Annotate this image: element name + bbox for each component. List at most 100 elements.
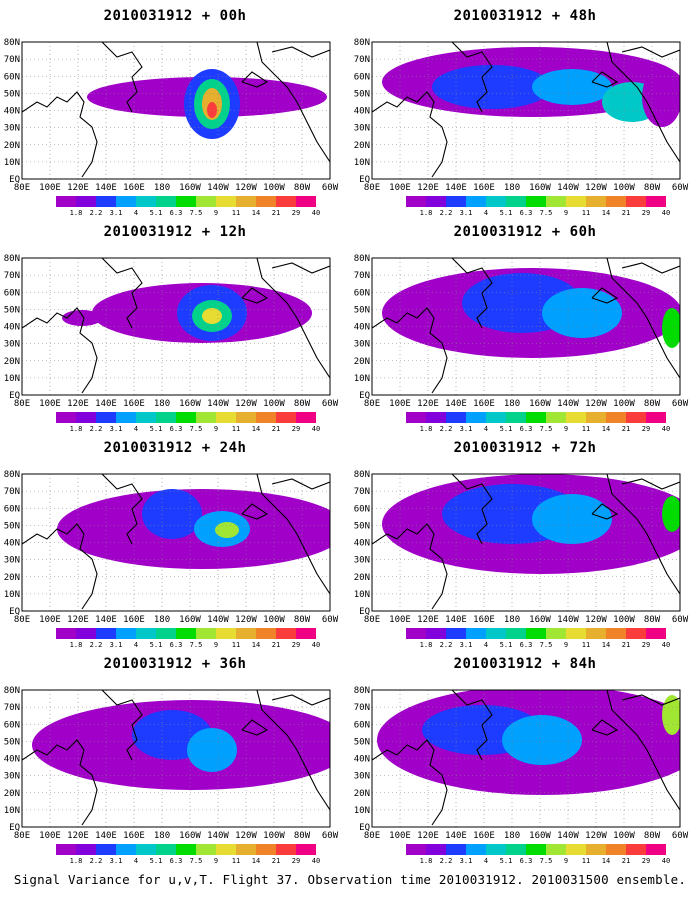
- x-tick-label: 140W: [557, 183, 579, 193]
- x-tick-label: 60W: [672, 615, 689, 625]
- colorbar-swatch: [216, 412, 236, 423]
- colorbar-swatch: [276, 844, 296, 855]
- colorbar-label: 1.8: [419, 209, 433, 217]
- colorbar-swatch: [156, 628, 176, 639]
- variance-contour: [202, 308, 222, 324]
- colorbar-swatch: [236, 844, 256, 855]
- x-tick-label: 160E: [123, 399, 145, 409]
- x-tick-label: 160E: [473, 183, 495, 193]
- x-tick-label: 120E: [67, 831, 89, 841]
- colorbar-label: 40: [311, 857, 321, 865]
- coastline: [606, 42, 680, 163]
- colorbar-label: 5.1: [499, 425, 513, 433]
- x-tick-label: 60W: [322, 183, 339, 193]
- colorbar-swatch: [446, 844, 466, 855]
- colorbar-swatch: [96, 412, 116, 423]
- map-plot: 80E 100E 120E 140E 160E 180 160W 140W 120W 100W 80…: [4, 686, 339, 841]
- y-tick-label: 10N: [4, 158, 20, 168]
- colorbar-label: 6.3: [169, 641, 183, 649]
- colorbar-swatch: [76, 196, 96, 207]
- variance-contour: [662, 496, 680, 532]
- x-tick-label: 160E: [473, 831, 495, 841]
- x-tick-label: 180: [154, 615, 170, 625]
- x-tick-label: 100E: [389, 615, 411, 625]
- map-plot: 80E 100E 120E 140E 160E 180 160W 140W 120W 100W 80…: [4, 470, 339, 625]
- colorbar-swatch: [586, 628, 606, 639]
- coastline: [271, 478, 330, 490]
- y-tick-label: 50N: [4, 89, 20, 99]
- x-tick-label: 80W: [644, 183, 661, 193]
- y-tick-label: 20N: [354, 789, 370, 799]
- x-tick-label: 100E: [389, 831, 411, 841]
- x-tick-label: 120E: [67, 399, 89, 409]
- colorbar-swatch: [626, 628, 646, 639]
- y-tick-label: 10N: [354, 590, 370, 600]
- colorbar-swatch: [96, 196, 116, 207]
- coastline: [22, 91, 98, 178]
- colorbar-label: 7.5: [539, 641, 553, 649]
- y-tick-label: 20N: [354, 141, 370, 151]
- colorbar-swatch: [586, 844, 606, 855]
- y-tick-label: 50N: [354, 521, 370, 531]
- colorbar-label: 40: [661, 641, 671, 649]
- colorbar-swatch: [216, 628, 236, 639]
- colorbar-swatch: [606, 196, 626, 207]
- coastline: [591, 71, 619, 88]
- x-tick-label: 120W: [585, 831, 607, 841]
- colorbar-swatch: [136, 844, 156, 855]
- colorbar-swatch: [446, 628, 466, 639]
- coastline: [372, 739, 448, 826]
- y-tick-label: 60N: [354, 288, 370, 298]
- x-tick-label: 120W: [235, 615, 257, 625]
- colorbar-swatch: [526, 628, 546, 639]
- map-frame: [371, 473, 681, 612]
- y-tick-label: EQ: [9, 175, 20, 185]
- colorbar-swatch: [646, 628, 666, 639]
- y-tick-label: 70N: [4, 271, 20, 281]
- x-tick-label: 120W: [235, 399, 257, 409]
- y-tick-label: 20N: [4, 357, 20, 367]
- colorbar-label: 21: [271, 425, 281, 433]
- colorbar-label: 2.2: [439, 425, 453, 433]
- y-tick-label: 40N: [354, 539, 370, 549]
- colorbar-label: 11: [231, 857, 241, 865]
- coastline: [256, 258, 330, 379]
- colorbar-label: 9: [563, 209, 569, 217]
- colorbar-swatch: [506, 628, 526, 639]
- colorbar-label: 1.8: [69, 641, 83, 649]
- y-tick-label: 40N: [4, 755, 20, 765]
- colorbar-swatch: [76, 412, 96, 423]
- x-tick-label: 160E: [123, 183, 145, 193]
- colorbar-swatch: [406, 844, 426, 855]
- colorbar-label: 2.2: [89, 641, 103, 649]
- colorbar: [406, 196, 666, 207]
- coastline: [101, 690, 143, 761]
- colorbar-label: 40: [661, 425, 671, 433]
- colorbar-label: 2.2: [89, 425, 103, 433]
- y-tick-label: EQ: [359, 823, 370, 833]
- x-tick-label: 100W: [263, 615, 285, 625]
- colorbar-label: 40: [311, 425, 321, 433]
- colorbar-label: 29: [641, 857, 651, 865]
- x-tick-label: 100E: [389, 399, 411, 409]
- coastline: [101, 258, 143, 329]
- colorbar-swatch: [626, 196, 646, 207]
- panel-title: 2010031912 + 00h: [103, 8, 247, 24]
- coastline: [22, 523, 98, 610]
- colorbar-label: 40: [311, 641, 321, 649]
- x-tick-label: 120W: [585, 615, 607, 625]
- colorbar-label: 21: [271, 209, 281, 217]
- colorbar-swatch: [156, 196, 176, 207]
- y-tick-label: 50N: [4, 521, 20, 531]
- colorbar-label: 3.1: [109, 857, 123, 865]
- map-frame: [21, 473, 331, 612]
- colorbar-label: 3.1: [459, 857, 473, 865]
- colorbar-label: 4: [133, 425, 139, 433]
- y-tick-label: 10N: [4, 590, 20, 600]
- colorbar-label: 6.3: [169, 425, 183, 433]
- colorbar-label: 11: [581, 641, 591, 649]
- x-tick-label: 100E: [39, 615, 61, 625]
- colorbar-label: 6.3: [169, 857, 183, 865]
- colorbar: [56, 412, 316, 423]
- colorbar-label: 29: [291, 857, 301, 865]
